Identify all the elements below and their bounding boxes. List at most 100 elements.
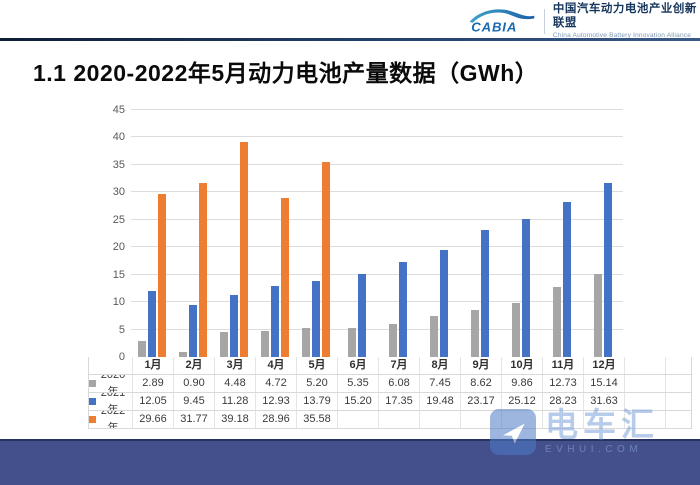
cabia-car-icon: CABIA <box>469 9 535 35</box>
y-axis-label: 15 <box>112 268 125 281</box>
bar-group-2月 <box>172 110 213 357</box>
series-name: 2020年 <box>101 375 125 392</box>
table-row-2020年: 2020年 2.890.904.484.725.205.356.087.458.6… <box>89 374 691 392</box>
table-cell <box>624 411 665 428</box>
gridline <box>131 246 623 248</box>
table-cell: 0.90 <box>173 375 214 392</box>
series-label-2022年: 2022年 <box>89 411 132 428</box>
watermark-text: 电车汇 EVHUI.COM <box>545 408 659 455</box>
gridline <box>131 163 623 165</box>
table-cell: 4.48 <box>214 375 255 392</box>
watermark-domain: EVHUI.COM <box>545 444 643 455</box>
bar-2021年-5月 <box>311 281 320 357</box>
bar-group-3月 <box>213 110 254 357</box>
bar-2021年-12月 <box>603 183 612 357</box>
table-cell: 7.45 <box>419 375 460 392</box>
data-table: 1月2月3月4月5月6月7月8月9月10月11月12月2020年2.890.90… <box>88 357 692 429</box>
series-label-2021年: 2021年 <box>89 393 132 410</box>
gridline <box>131 218 623 220</box>
table-cell: 28.96 <box>255 411 296 428</box>
y-axis-label: 25 <box>112 213 125 226</box>
legend-swatch <box>89 380 96 387</box>
table-cell: 10月 <box>501 357 542 374</box>
table-cell: 5月 <box>296 357 337 374</box>
table-cell: 13.79 <box>296 393 337 410</box>
plot-area <box>131 109 623 358</box>
watermark-name: 电车汇 <box>545 406 659 443</box>
y-axis-label: 30 <box>112 186 125 199</box>
table-cell: 4.72 <box>255 375 296 392</box>
series-name: 2021年 <box>101 393 125 410</box>
bar-2021年-6月 <box>357 274 366 357</box>
table-cell: 17.35 <box>378 393 419 410</box>
bar-group-6月 <box>336 110 377 357</box>
gridline <box>131 328 623 330</box>
series-label-2020年: 2020年 <box>89 375 132 392</box>
y-axis-label: 35 <box>112 158 125 171</box>
y-axis-label: 10 <box>112 296 125 309</box>
table-cell: 39.18 <box>214 411 255 428</box>
bar-2020年-11月 <box>552 287 561 357</box>
bar-2021年-1月 <box>147 291 156 357</box>
bar-group-12月 <box>582 110 623 357</box>
bar-group-1月 <box>131 110 172 357</box>
y-axis-label: 0 <box>118 351 125 363</box>
bar-2021年-11月 <box>562 202 571 357</box>
table-cell: 6月 <box>337 357 378 374</box>
table-cell: 35.58 <box>296 411 337 428</box>
table-cell: 15.20 <box>337 393 378 410</box>
table-cell: 19.48 <box>419 393 460 410</box>
table-cell <box>460 411 501 428</box>
table-cell: 12月 <box>583 357 624 374</box>
table-cell: 9.45 <box>173 393 214 410</box>
table-cell: 28.23 <box>542 393 583 410</box>
table-cell <box>624 393 665 410</box>
bar-group-11月 <box>541 110 582 357</box>
evhui-logo-icon <box>490 408 536 455</box>
table-cell: 1月 <box>132 357 173 374</box>
table-cell: 3月 <box>214 357 255 374</box>
bar-2021年-8月 <box>439 250 448 357</box>
gridline <box>131 301 623 303</box>
table-cell <box>624 375 665 392</box>
table-cell: 12.05 <box>132 393 173 410</box>
paper-plane-icon <box>503 423 525 444</box>
legend-swatch <box>89 416 96 423</box>
cabia-logo-text: CABIA <box>471 20 517 35</box>
y-axis-label: 5 <box>118 323 125 336</box>
table-cell: 31.77 <box>173 411 214 428</box>
bar-2021年-2月 <box>188 305 197 357</box>
table-cell: 5.20 <box>296 375 337 392</box>
y-axis-label: 40 <box>112 131 125 144</box>
table-cell <box>419 411 460 428</box>
bar-2021年-7月 <box>398 262 407 357</box>
table-cell <box>624 357 665 374</box>
bar-2020年-6月 <box>347 328 356 357</box>
bar-2022年-5月 <box>321 162 330 357</box>
bar-2021年-9月 <box>480 230 489 357</box>
bar-2020年-7月 <box>388 324 397 357</box>
bar-group-10月 <box>500 110 541 357</box>
table-header-row: 1月 2月 3月 4月 5月 6月 7月 8月 9月 10月 11月 12月 <box>89 357 691 374</box>
bar-2022年-1月 <box>157 194 166 357</box>
table-cell: 11月 <box>542 357 583 374</box>
logo-separator <box>544 8 545 34</box>
footer-bar <box>0 439 700 485</box>
gridline <box>131 273 623 275</box>
table-row-2021年: 2021年 12.059.4511.2812.9313.7915.2017.351… <box>89 392 691 410</box>
bar-2020年-2月 <box>178 352 187 357</box>
org-name-block: 中国汽车动力电池产业创新联盟 China Automotive Battery … <box>553 3 700 39</box>
table-cell <box>337 411 378 428</box>
table-cell: 29.66 <box>132 411 173 428</box>
bar-2022年-4月 <box>280 198 289 357</box>
table-cell <box>583 411 624 428</box>
table-cell: 7月 <box>378 357 419 374</box>
table-cell: 15.14 <box>583 375 624 392</box>
bar-2022年-2月 <box>198 183 207 357</box>
table-cell: 6.08 <box>378 375 419 392</box>
bar-group-4月 <box>254 110 295 357</box>
y-axis-label: 20 <box>112 241 125 254</box>
page-title: 1.1 2020-2022年5月动力电池产量数据（GWh） <box>33 60 539 86</box>
